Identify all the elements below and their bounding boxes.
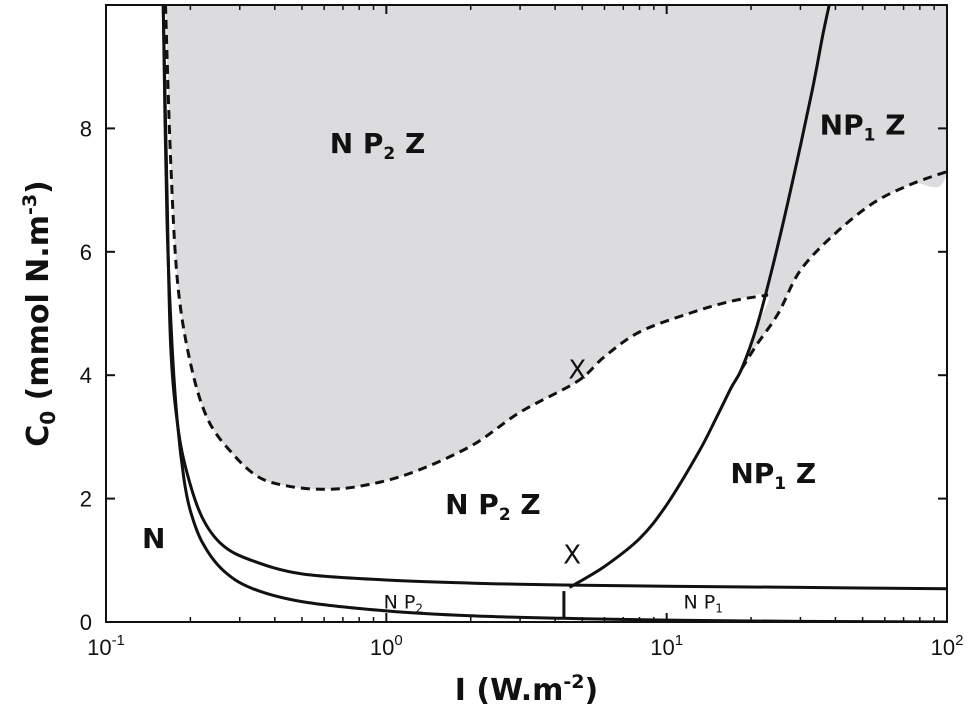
axis-ticks: 10-1 100 101 102 0 2 4 6 8 xyxy=(80,5,964,660)
y-tick-label: 0 xyxy=(80,610,92,635)
x-axis-title: I (W.m-2) xyxy=(455,671,598,708)
solid-boundary-curve-3 xyxy=(568,5,831,589)
y-tick-label: 8 xyxy=(80,116,92,141)
region-label-6: N P1 xyxy=(684,591,723,615)
region-label-5: N P2 xyxy=(384,591,423,615)
dashed-boundary-curve-5 xyxy=(740,170,947,370)
region-label-8: X xyxy=(563,540,581,570)
y-tick-label: 6 xyxy=(80,240,92,265)
region-label-3: NP1 Z xyxy=(730,457,816,494)
region-label-1: NP1 Z xyxy=(820,109,906,146)
x-tick-label: 100 xyxy=(370,632,403,660)
axis-titles: I (W.m-2) C0 (mmol N.m-3) xyxy=(19,180,598,708)
y-tick-label: 4 xyxy=(80,363,92,388)
shaded-regions xyxy=(165,5,947,490)
region-label-4: N xyxy=(142,522,165,555)
region-label-2: N P2 Z xyxy=(445,488,541,525)
x-tick-label: 102 xyxy=(931,632,964,660)
plot-frame xyxy=(105,4,948,623)
annotations: N P2 Z NP1 Z N P2 Z NP1 Z N N P2 N P1 X X xyxy=(142,109,906,616)
x-tick-label: 101 xyxy=(650,632,683,660)
y-axis-title: C0 (mmol N.m-3) xyxy=(19,180,60,447)
dashed-boundary-curve-4 xyxy=(164,5,769,491)
shaded-region-0 xyxy=(165,5,947,490)
x-tick-label: 10-1 xyxy=(87,632,125,660)
y-tick-label: 2 xyxy=(80,487,92,512)
region-label-0: N P2 Z xyxy=(330,127,426,164)
region-label-7: X xyxy=(568,355,586,385)
